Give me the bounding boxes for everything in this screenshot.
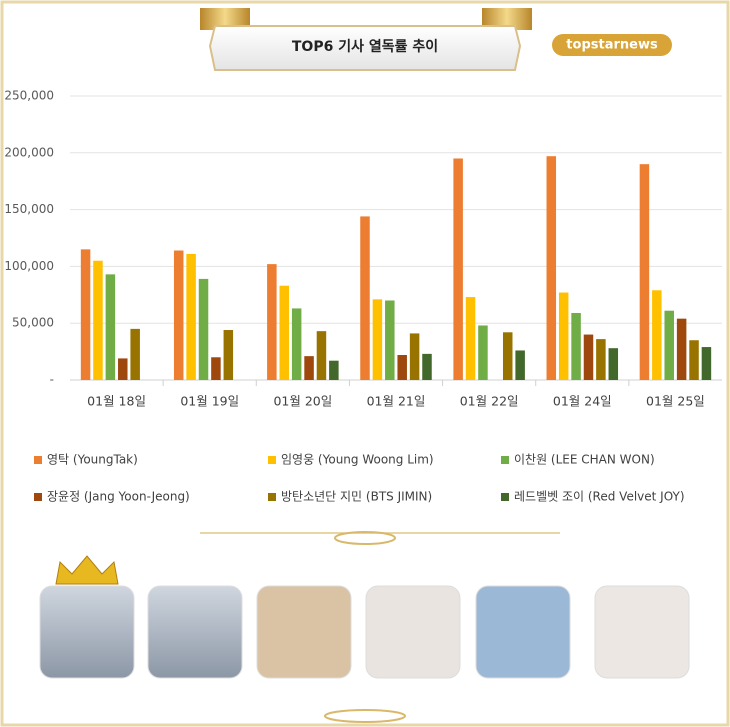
logo-badge <box>552 34 672 56</box>
bar <box>80 249 91 380</box>
y-tick-label: 150,000 <box>4 202 54 216</box>
legend-swatch <box>34 493 42 501</box>
bar <box>701 347 712 380</box>
bar <box>304 356 314 380</box>
bar <box>571 312 581 380</box>
bar <box>291 308 302 380</box>
y-tick-label: - <box>50 373 54 387</box>
legend-swatch <box>34 456 42 464</box>
x-tick-label: 01월 25일 <box>646 394 705 409</box>
bar <box>676 318 687 380</box>
legend-swatch <box>268 493 276 501</box>
bar <box>211 357 221 380</box>
bar <box>223 330 234 380</box>
x-tick-label: 01월 19일 <box>180 394 239 409</box>
y-tick-label: 50,000 <box>12 316 54 330</box>
bar <box>173 250 184 380</box>
legend-label: 이찬원 (LEE CHAN WON) <box>514 452 655 467</box>
legend-label: 장윤정 (Jang Yoon-Jeong) <box>47 490 190 504</box>
bar <box>465 297 476 380</box>
bar <box>689 340 699 380</box>
x-tick-label: 01월 20일 <box>273 394 332 409</box>
bar <box>360 216 370 380</box>
legend-label: 방탄소년단 지민 (BTS JIMIN) <box>281 490 432 504</box>
x-tick-label: 01월 18일 <box>87 394 146 409</box>
title-banner <box>200 8 532 71</box>
x-tick-label: 01월 21일 <box>367 394 426 409</box>
bar <box>596 339 606 380</box>
bar <box>515 350 525 380</box>
legend-label: 영탁 (YoungTak) <box>47 453 138 467</box>
bar <box>198 278 209 380</box>
bar <box>639 164 650 380</box>
bar <box>478 325 488 380</box>
ornament <box>334 531 396 545</box>
bar <box>105 274 116 380</box>
bar <box>558 292 569 380</box>
bar <box>186 253 196 380</box>
bar <box>397 355 407 380</box>
bar <box>652 290 662 380</box>
bar <box>385 300 395 380</box>
photos <box>39 555 690 679</box>
bar <box>583 334 594 380</box>
bar <box>502 332 513 380</box>
chart-title: TOP6 기사 열독률 추이 <box>292 38 438 55</box>
bar <box>329 360 339 380</box>
bar <box>409 333 420 380</box>
bar <box>372 299 383 380</box>
bar <box>664 310 674 380</box>
bar <box>422 353 432 380</box>
y-tick-label: 200,000 <box>4 145 54 159</box>
x-tick-label: 01월 24일 <box>553 394 612 409</box>
legend-swatch <box>501 493 509 501</box>
legend-label: 임영웅 (Young Woong Lim) <box>281 453 434 467</box>
bar <box>453 158 463 380</box>
ornament <box>324 709 406 723</box>
bar <box>608 348 619 380</box>
bar <box>267 264 277 380</box>
bar <box>118 358 128 380</box>
logo: topstarnews <box>566 38 658 53</box>
bar <box>130 328 140 380</box>
y-tick-label: 250,000 <box>4 89 54 103</box>
bar <box>279 285 290 380</box>
legend-swatch <box>268 456 276 464</box>
x-tick-label: 01월 22일 <box>460 394 519 409</box>
y-tick-label: 100,000 <box>4 259 54 273</box>
bar <box>546 156 557 380</box>
legend-label: 레드벨벳 조이 (Red Velvet JOY) <box>514 490 685 504</box>
legend-swatch <box>501 456 509 464</box>
bar <box>316 331 327 380</box>
bar <box>93 260 103 380</box>
